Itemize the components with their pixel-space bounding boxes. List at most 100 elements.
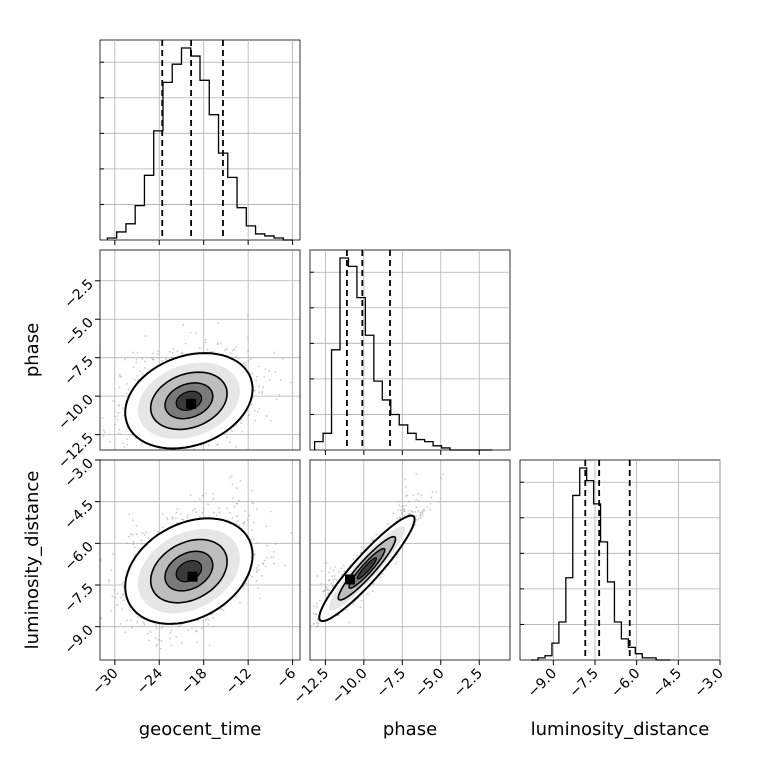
sample-point bbox=[204, 338, 207, 341]
sample-point bbox=[182, 323, 185, 326]
sample-point bbox=[154, 637, 157, 640]
sample-point bbox=[429, 502, 432, 505]
sample-point bbox=[256, 410, 259, 413]
y-axis-label-luminosity_distance: luminosity_distance bbox=[22, 471, 43, 650]
sample-point bbox=[163, 452, 165, 454]
sample-point bbox=[207, 623, 210, 626]
contour-core bbox=[356, 557, 378, 580]
sample-point bbox=[181, 518, 183, 521]
sample-point bbox=[122, 407, 124, 409]
sample-point bbox=[275, 398, 278, 401]
sample-point bbox=[408, 509, 411, 512]
sample-point bbox=[315, 606, 318, 608]
sample-point bbox=[204, 619, 207, 622]
hist-step-line bbox=[531, 467, 670, 661]
sample-point bbox=[131, 626, 133, 629]
sample-point bbox=[266, 556, 269, 559]
x-tick-label: −5.0 bbox=[412, 666, 447, 701]
sample-point bbox=[102, 435, 105, 437]
x-tick-label: −6.0 bbox=[608, 666, 643, 701]
sample-point bbox=[360, 546, 363, 549]
sample-point bbox=[119, 374, 121, 376]
sample-point bbox=[234, 596, 237, 599]
sample-point bbox=[126, 438, 128, 440]
density-peak bbox=[345, 574, 355, 585]
sample-point bbox=[258, 407, 261, 410]
sample-point bbox=[415, 506, 418, 508]
sample-point bbox=[331, 575, 334, 577]
sample-point bbox=[315, 621, 318, 624]
sample-point bbox=[414, 524, 417, 527]
sample-point bbox=[246, 314, 249, 317]
panel-marks bbox=[310, 472, 445, 630]
sample-point bbox=[124, 631, 127, 634]
y-tick-label: −9.0 bbox=[61, 622, 96, 657]
sample-point bbox=[139, 547, 141, 550]
sample-point bbox=[250, 358, 252, 361]
hist-panel-luminosity_distance bbox=[519, 459, 721, 661]
sample-point bbox=[270, 556, 273, 558]
sample-point bbox=[345, 609, 348, 611]
sample-point bbox=[120, 608, 123, 611]
sample-point bbox=[405, 485, 408, 488]
sample-point bbox=[423, 508, 426, 511]
sample-point bbox=[421, 511, 423, 513]
sample-point bbox=[169, 454, 171, 456]
sample-point bbox=[320, 570, 323, 573]
sample-point bbox=[337, 614, 340, 617]
sample-point bbox=[120, 596, 122, 599]
x-tick-label: −3.0 bbox=[691, 666, 726, 701]
y-tick-label: −5.0 bbox=[61, 315, 96, 350]
sample-point bbox=[236, 502, 239, 505]
sample-point bbox=[117, 404, 120, 407]
sample-point bbox=[417, 510, 420, 512]
sample-point bbox=[153, 455, 155, 457]
sample-point bbox=[168, 351, 171, 353]
y-tick-label: −4.5 bbox=[61, 497, 96, 532]
sample-point bbox=[132, 351, 135, 354]
sample-point bbox=[273, 562, 275, 565]
sample-point bbox=[161, 526, 164, 529]
y-tick-label: −7.5 bbox=[61, 581, 96, 616]
sample-point bbox=[412, 494, 415, 497]
sample-point bbox=[394, 563, 397, 565]
sample-point bbox=[122, 586, 125, 589]
sample-point bbox=[113, 588, 115, 591]
x-tick-label: −7.5 bbox=[374, 666, 409, 701]
sample-point bbox=[166, 516, 168, 519]
sample-point bbox=[273, 550, 275, 553]
sample-point bbox=[122, 599, 125, 602]
sample-point bbox=[198, 347, 201, 350]
sample-point bbox=[141, 442, 143, 445]
panel-frame bbox=[309, 459, 511, 661]
sample-point bbox=[160, 640, 163, 642]
sample-point bbox=[340, 573, 343, 576]
sample-point bbox=[335, 578, 338, 581]
sample-point bbox=[420, 494, 423, 497]
sample-point bbox=[235, 522, 238, 525]
sample-point bbox=[290, 532, 293, 534]
sample-point bbox=[133, 546, 136, 548]
sample-point bbox=[161, 456, 163, 458]
sample-point bbox=[356, 554, 358, 557]
sample-point bbox=[352, 603, 355, 606]
sample-point bbox=[414, 511, 417, 513]
sample-point bbox=[261, 391, 264, 394]
sample-point bbox=[195, 332, 197, 335]
sample-point bbox=[256, 508, 258, 511]
sample-point bbox=[240, 422, 243, 424]
sample-point bbox=[208, 644, 211, 647]
sample-point bbox=[215, 514, 218, 517]
sample-point bbox=[121, 442, 124, 445]
sample-point bbox=[272, 351, 275, 354]
sample-point bbox=[249, 574, 251, 577]
sample-point bbox=[212, 350, 215, 353]
sample-point bbox=[112, 400, 115, 402]
sample-point bbox=[100, 617, 102, 620]
sample-point bbox=[415, 472, 418, 475]
pair-panel-geocent_time-luminosity_distance bbox=[99, 459, 301, 661]
sample-point bbox=[331, 584, 334, 587]
sample-point bbox=[178, 625, 181, 628]
sample-point bbox=[141, 373, 144, 376]
x-tick-label: −12.5 bbox=[291, 666, 333, 708]
